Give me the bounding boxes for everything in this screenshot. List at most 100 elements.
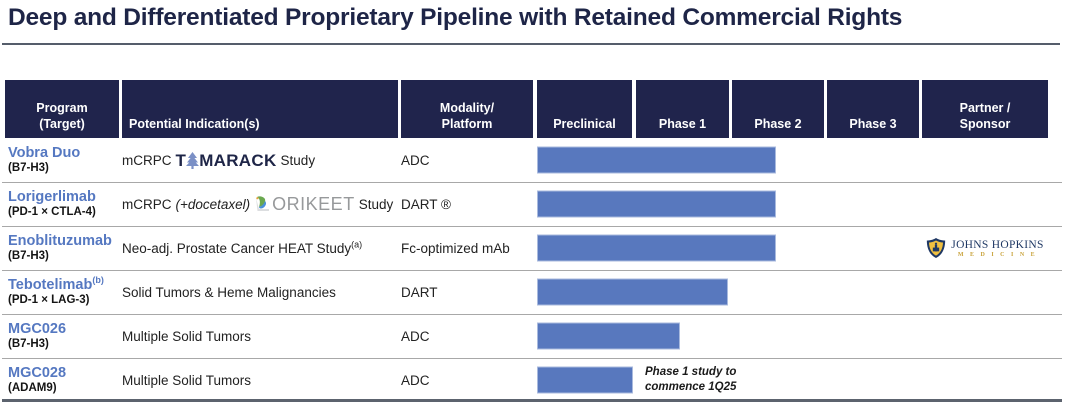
phase-progress-bar (537, 146, 776, 174)
phase-timeline (537, 314, 919, 358)
modality-cell: DART ® (401, 196, 451, 212)
pine-tree-icon (186, 151, 200, 169)
indication-cell: mCRPC T MARACK Study (122, 138, 402, 182)
phase-progress-bar (537, 234, 776, 262)
table-row: MGC026 (B7-H3) Multiple Solid Tumors ADC (0, 314, 1080, 358)
column-header-indication: Potential Indication(s) (122, 80, 398, 138)
indication-cell: Solid Tumors & Heme Malignancies (122, 270, 402, 314)
phase-progress-bar (537, 366, 633, 394)
modality-cell: DART (401, 284, 438, 300)
table-row: Tebotelimab(b) (PD-1 × LAG-3) Solid Tumo… (0, 270, 1080, 314)
phase-timeline (537, 138, 919, 182)
annotation-line1: Phase 1 study to (645, 366, 737, 379)
indication-cell: Multiple Solid Tumors (122, 314, 402, 358)
johns-hopkins-medicine-label: M E D I C I N E (957, 251, 1038, 258)
indication-text: Solid Tumors & Heme Malignancies (122, 284, 336, 300)
column-header-phase1-label: Phase 1 (658, 116, 707, 131)
column-header-program-line2: (Target) (39, 116, 85, 131)
program-cell: MGC026 (B7-H3) (8, 321, 120, 351)
row-divider (2, 314, 1062, 315)
program-target: (ADAM9) (8, 381, 57, 394)
lorikeet-logo-text: ORIKEET (272, 194, 355, 214)
annotation-line2: commence 1Q25 (645, 381, 737, 393)
lorikeet-study-logo: ORIKEET (254, 195, 355, 213)
phase-timeline (537, 182, 919, 226)
column-header-indication-label: Potential Indication(s) (129, 116, 260, 131)
column-header-preclinical: Preclinical (537, 80, 632, 138)
modality-cell: ADC (401, 152, 430, 168)
indication-text: Multiple Solid Tumors (122, 372, 252, 388)
program-cell: Vobra Duo (B7-H3) (8, 145, 120, 175)
column-header-preclinical-label: Preclinical (553, 116, 616, 131)
table-bottom-border (2, 399, 1062, 402)
johns-hopkins-logo-text: JOHNS HOPKINS M E D I C I N E (951, 239, 1043, 258)
program-cell: Lorigerlimab (PD-1 × CTLA-4) (8, 189, 120, 219)
indication-main: Neo-adj. Prostate Cancer HEAT Study (122, 240, 352, 256)
study-suffix: Study (280, 152, 316, 168)
johns-hopkins-shield-icon (926, 237, 946, 259)
table-row: Vobra Duo (B7-H3) mCRPC T MARACK Study A… (0, 138, 1080, 182)
indication-cell: mCRPC (+docetaxel) ORIKEET Study (122, 182, 402, 226)
column-header-phase3: Phase 3 (827, 80, 919, 138)
program-name: MGC026 (8, 320, 67, 337)
column-header-modality: Modality/ Platform (401, 80, 533, 138)
modality-cell: ADC (401, 328, 430, 344)
column-header-modality-line2: Platform (441, 116, 493, 131)
partner-cell: JOHNS HOPKINS M E D I C I N E (922, 226, 1048, 270)
phase1-commencement-annotation: Phase 1 study to commence 1Q25 (645, 365, 736, 395)
indication-italic-text: (+docetaxel) (175, 196, 251, 212)
column-header-phase1: Phase 1 (636, 80, 729, 138)
column-header-partner-line1: Partner / (959, 100, 1011, 115)
tamarack-logo-text-post: MARACK (199, 150, 277, 170)
program-name-text: Tebotelimab (8, 276, 93, 293)
program-cell: Enoblituzumab (B7-H3) (8, 233, 120, 263)
row-divider (2, 182, 1062, 183)
column-header-partner-line2: Sponsor (959, 116, 1011, 131)
column-header-phase3-label: Phase 3 (849, 116, 897, 131)
indication-text: mCRPC (122, 152, 172, 168)
program-name: Lorigerlimab (8, 188, 96, 205)
program-name: Tebotelimab(b) (8, 274, 120, 294)
indication-cell: Multiple Solid Tumors (122, 358, 402, 402)
phase-progress-bar (537, 190, 776, 218)
indication-text: Neo-adj. Prostate Cancer HEAT Study(a) (122, 239, 363, 256)
program-target: (B7-H3) (8, 161, 49, 174)
program-name: Vobra Duo (8, 144, 81, 161)
table-row: Lorigerlimab (PD-1 × CTLA-4) mCRPC (+doc… (0, 182, 1080, 226)
title-underline (2, 43, 1060, 45)
footnote-marker: (b) (92, 274, 104, 285)
program-target: (PD-1 × CTLA-4) (8, 205, 96, 218)
phase-timeline: Phase 1 study to commence 1Q25 (537, 358, 919, 402)
phase-timeline (537, 226, 919, 270)
phase-progress-bar (537, 278, 728, 306)
modality-cell: Fc-optimized mAb (401, 240, 510, 256)
footnote-marker: (a) (351, 239, 363, 249)
program-target: (B7-H3) (8, 249, 49, 262)
tamarack-study-logo: T MARACK (175, 150, 277, 170)
column-header-phase2: Phase 2 (732, 80, 824, 138)
program-target: (PD-1 × LAG-3) (8, 293, 90, 306)
column-header-modality-line1: Modality/ (439, 100, 495, 115)
modality-cell: ADC (401, 372, 430, 388)
table-row: Enoblituzumab (B7-H3) Neo-adj. Prostate … (0, 226, 1080, 270)
program-name: MGC028 (8, 364, 67, 381)
row-divider (2, 270, 1062, 271)
johns-hopkins-name: JOHNS HOPKINS (951, 238, 1044, 251)
program-target: (B7-H3) (8, 337, 49, 350)
table-row: MGC028 (ADAM9) Multiple Solid Tumors ADC… (0, 358, 1080, 402)
indication-cell: Neo-adj. Prostate Cancer HEAT Study(a) (122, 226, 402, 270)
program-name: Enoblituzumab (8, 232, 112, 249)
column-header-program-line1: Program (36, 100, 88, 115)
column-header-phase2-label: Phase 2 (754, 116, 802, 131)
program-cell: MGC028 (ADAM9) (8, 365, 120, 395)
program-cell: Tebotelimab(b) (PD-1 × LAG-3) (8, 274, 120, 307)
johns-hopkins-logo: JOHNS HOPKINS M E D I C I N E (926, 237, 1043, 259)
lorikeet-bird-icon (254, 195, 272, 213)
phase-progress-bar (537, 322, 681, 350)
column-header-program: Program (Target) (5, 80, 119, 138)
tamarack-logo-text-pre: T (175, 150, 187, 170)
study-suffix: Study (358, 196, 394, 212)
phase-timeline (537, 270, 919, 314)
page-title: Deep and Differentiated Proprietary Pipe… (8, 4, 903, 31)
